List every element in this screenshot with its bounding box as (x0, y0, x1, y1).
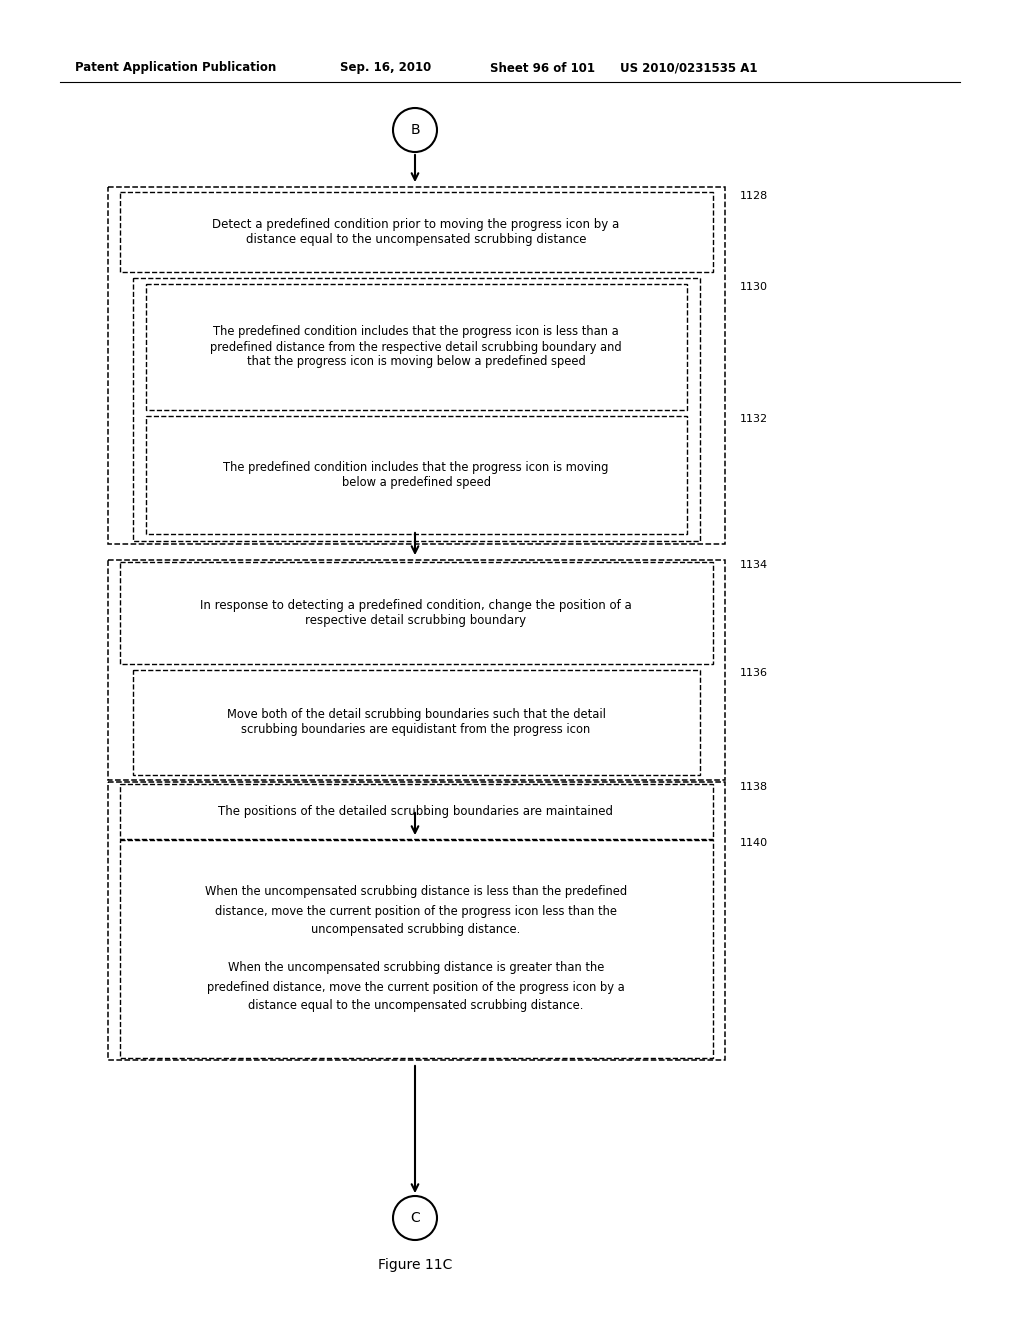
Text: 1132: 1132 (740, 414, 768, 424)
Text: 1134: 1134 (740, 560, 768, 570)
Text: 1128: 1128 (740, 191, 768, 201)
Text: Patent Application Publication: Patent Application Publication (75, 62, 276, 74)
Bar (120, 562, 713, 664)
Bar (133, 671, 700, 775)
Text: 1140: 1140 (740, 838, 768, 847)
Text: B: B (411, 123, 420, 137)
Text: Figure 11C: Figure 11C (378, 1258, 453, 1272)
Bar (120, 191, 713, 272)
Text: 1130: 1130 (740, 282, 768, 292)
Bar (146, 416, 687, 535)
Bar (108, 187, 725, 544)
Text: The positions of the detailed scrubbing boundaries are maintained: The positions of the detailed scrubbing … (218, 804, 613, 817)
Text: When the uncompensated scrubbing distance is less than the predefined
distance, : When the uncompensated scrubbing distanc… (205, 886, 627, 1012)
Bar (120, 784, 713, 840)
Text: US 2010/0231535 A1: US 2010/0231535 A1 (620, 62, 758, 74)
Bar (108, 560, 725, 780)
Text: C: C (411, 1210, 420, 1225)
Text: Sep. 16, 2010: Sep. 16, 2010 (340, 62, 431, 74)
Text: Move both of the detail scrubbing boundaries such that the detail
scrubbing boun: Move both of the detail scrubbing bounda… (226, 708, 605, 737)
Bar (120, 840, 713, 1059)
Text: 1136: 1136 (740, 668, 768, 678)
Bar (133, 279, 700, 541)
Bar (108, 781, 725, 1060)
Text: Detect a predefined condition prior to moving the progress icon by a
distance eq: Detect a predefined condition prior to m… (212, 218, 620, 246)
Text: 1138: 1138 (740, 781, 768, 792)
Text: The predefined condition includes that the progress icon is moving
below a prede: The predefined condition includes that t… (223, 461, 608, 488)
Text: Sheet 96 of 101: Sheet 96 of 101 (490, 62, 595, 74)
Bar (146, 284, 687, 411)
Text: The predefined condition includes that the progress icon is less than a
predefin: The predefined condition includes that t… (210, 326, 622, 368)
Text: In response to detecting a predefined condition, change the position of a
respec: In response to detecting a predefined co… (200, 599, 632, 627)
